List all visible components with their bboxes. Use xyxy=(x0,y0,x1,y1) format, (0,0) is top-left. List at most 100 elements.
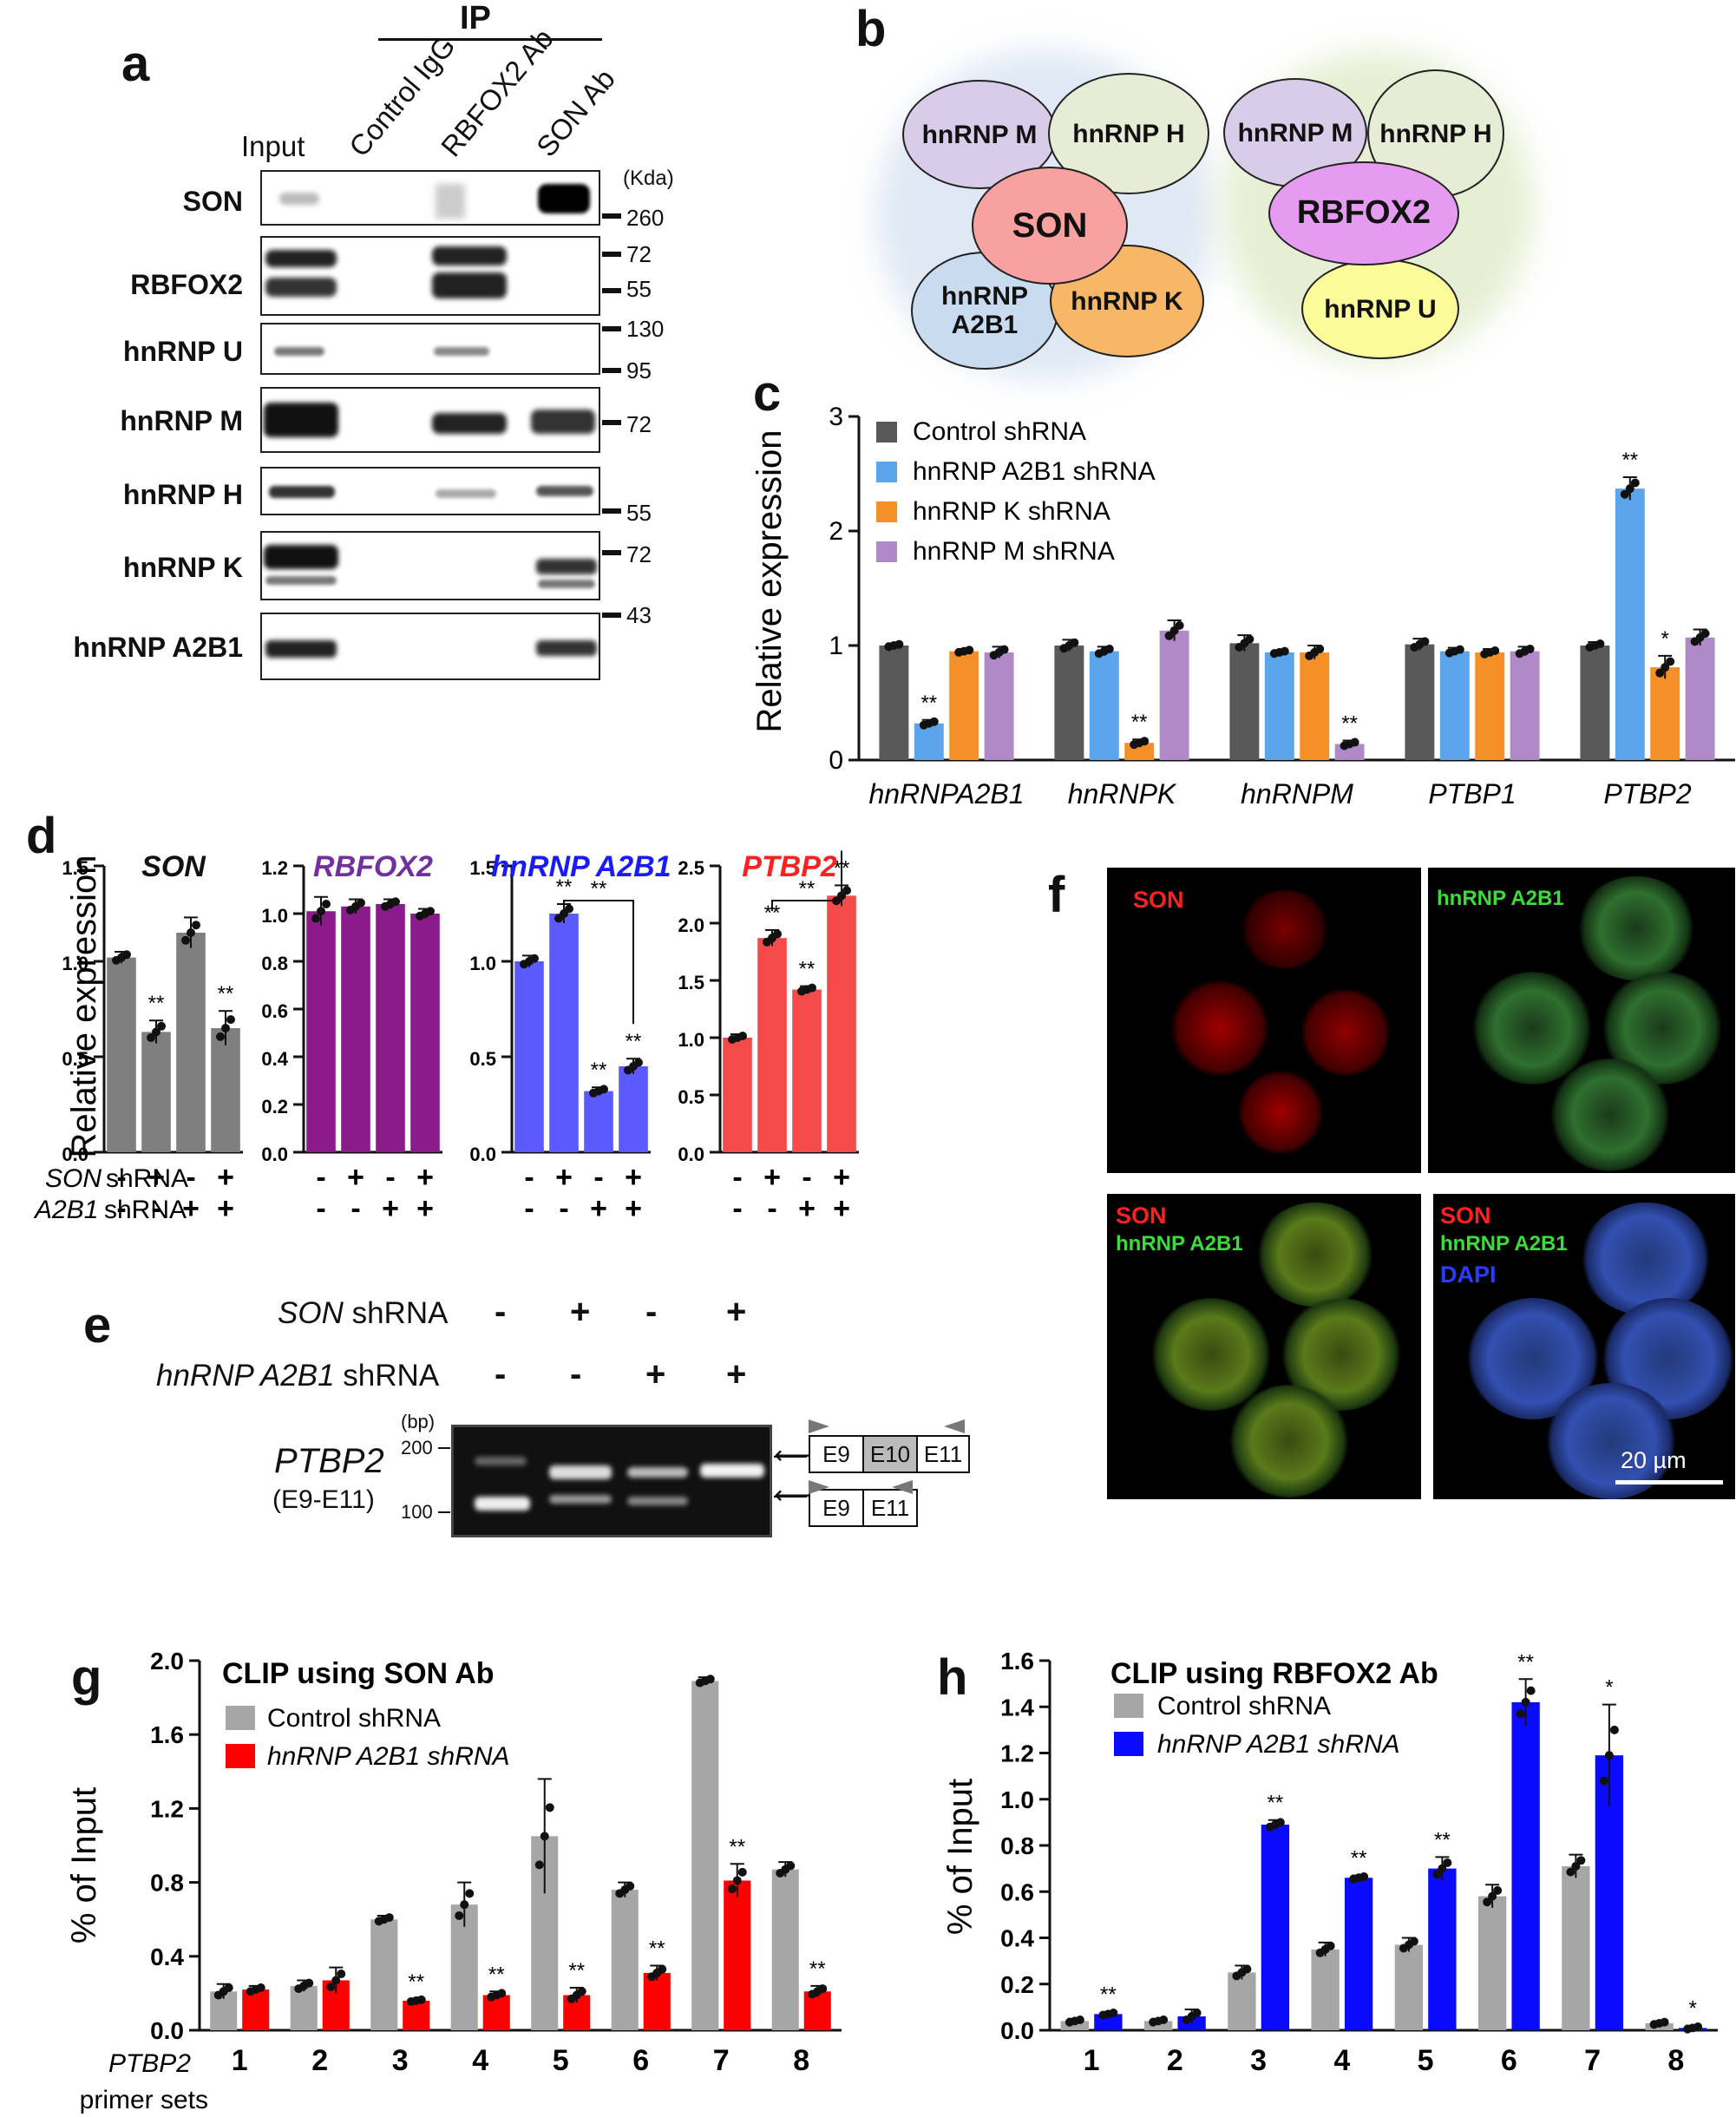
blot-label-hnrnp-a2b1: hnRNP A2B1 xyxy=(73,632,243,663)
panel-letter-a: a xyxy=(121,36,150,92)
micro-merge: SON hnRNP A2B1 xyxy=(1107,1194,1421,1499)
significance-bracket xyxy=(563,900,634,1025)
data-point xyxy=(256,1983,265,1993)
sign-mark: + xyxy=(625,1161,642,1194)
sign-mark: - xyxy=(524,1161,534,1194)
bar xyxy=(723,1038,752,1152)
kda-unit-label: (Kda) xyxy=(623,167,674,190)
y-tick-label: 0.4 xyxy=(150,1943,184,1970)
marker-hnrnp-u-130: 130 xyxy=(626,316,665,342)
sign-mark: - xyxy=(385,1161,395,1194)
data-point xyxy=(384,1913,394,1923)
y-tick-label: 0 xyxy=(829,746,843,775)
bar xyxy=(611,1890,639,2030)
y-tick-label: 0.4 xyxy=(261,1048,288,1070)
blot-rbfox2 xyxy=(260,236,600,316)
data-point xyxy=(738,1032,747,1041)
data-point xyxy=(999,645,1009,654)
bar xyxy=(141,1032,171,1152)
bar xyxy=(619,1066,648,1152)
x-tick-label: 2 xyxy=(1167,2044,1183,2077)
sign-mark: - xyxy=(559,1192,568,1225)
bar xyxy=(1159,630,1189,760)
sign-mark: + xyxy=(833,1161,850,1194)
chart-title: CLIP using SON Ab xyxy=(222,1657,495,1690)
e-a2b1-shrna-label: hnRNP A2B1 shRNA xyxy=(156,1359,440,1393)
sign-mark: + xyxy=(182,1192,200,1225)
x-tick-label: 6 xyxy=(632,2044,649,2077)
significance-mark: ** xyxy=(764,901,781,925)
bubble-rbfox2: RBFOX2 xyxy=(1268,161,1459,265)
x-tick-label: PTBP1 xyxy=(1428,778,1516,809)
y-tick-label: 0.8 xyxy=(261,953,288,974)
e-a2b1-sign: - xyxy=(570,1355,582,1393)
bar xyxy=(691,1681,719,2030)
y-tick-label: 2.0 xyxy=(150,1648,184,1675)
bracket-mark: ** xyxy=(799,877,816,901)
legend-swatch xyxy=(1114,1694,1143,1718)
y-tick-label: 1.6 xyxy=(150,1721,184,1748)
marker-hnrnp-m-72: 72 xyxy=(626,411,652,437)
bar xyxy=(984,652,1014,760)
bar xyxy=(914,723,944,760)
data-point xyxy=(322,900,331,908)
bar xyxy=(341,906,370,1152)
x-axis-label-rest: primer sets xyxy=(80,2086,208,2114)
blot-label-hnrnp-h: hnRNP H xyxy=(122,479,243,510)
sign-mark: + xyxy=(798,1192,816,1225)
data-point xyxy=(1526,1686,1536,1695)
data-point xyxy=(1571,1861,1581,1871)
y-tick-label: 0.8 xyxy=(150,1870,184,1897)
marker-hnrnp-h-55: 55 xyxy=(626,500,652,526)
y-tick-label: 0.0 xyxy=(1000,2017,1034,2044)
blot-label-hnrnp-u: hnRNP U xyxy=(122,336,243,367)
y-tick-label: 1.6 xyxy=(1000,1648,1034,1675)
bar xyxy=(771,1869,799,2030)
x-tick-label: 5 xyxy=(553,2044,569,2077)
data-point xyxy=(1315,644,1325,653)
y-tick-label: 0.0 xyxy=(150,2017,184,2044)
y-tick-label: 0.0 xyxy=(261,1144,288,1165)
bar xyxy=(1089,651,1119,760)
sign-mark: + xyxy=(147,1161,165,1194)
sign-mark: - xyxy=(593,1161,603,1194)
data-point xyxy=(1595,639,1605,649)
y-tick-label: 0.5 xyxy=(62,1048,88,1070)
bar xyxy=(290,1985,318,2030)
data-point xyxy=(1516,1709,1525,1719)
x-tick-label: 8 xyxy=(1667,2044,1684,2077)
bar xyxy=(549,914,579,1152)
data-point xyxy=(1609,1725,1619,1734)
legend-swatch xyxy=(876,501,897,522)
bar xyxy=(1428,1868,1457,2030)
data-point xyxy=(337,1970,346,1979)
blot-hnrnp-a2b1 xyxy=(260,613,600,680)
sign-mark: - xyxy=(116,1161,126,1194)
sign-mark: + xyxy=(217,1192,234,1225)
data-point xyxy=(192,921,200,930)
y-tick-label: 0.4 xyxy=(1000,1925,1034,1952)
row-label-a2b1-rest: shRNA xyxy=(104,1196,187,1224)
y-tick-label: 1.5 xyxy=(62,857,88,879)
data-point xyxy=(157,1021,166,1031)
sign-mark: - xyxy=(732,1192,742,1225)
bar xyxy=(1510,651,1540,760)
y-tick-label: 1.5 xyxy=(678,972,704,993)
sign-mark: - xyxy=(767,1192,776,1225)
sign-mark: + xyxy=(416,1192,434,1225)
e-arrow-short: ⟵ xyxy=(774,1481,812,1510)
e-son-sign: + xyxy=(570,1293,591,1331)
col-header-son-ab: SON Ab xyxy=(529,62,621,163)
blot-hnrnp-k xyxy=(260,531,600,600)
bubble-son: SON xyxy=(972,167,1128,285)
e-gene-sub: (E9-E11) xyxy=(272,1485,375,1514)
panel-letter-h: h xyxy=(937,1649,968,1706)
sign-mark: + xyxy=(555,1161,573,1194)
sign-mark: + xyxy=(763,1161,781,1194)
e-gene-label: PTBP2 xyxy=(274,1442,384,1480)
bar xyxy=(1511,1701,1540,2030)
bar xyxy=(827,895,856,1152)
y-tick-label: 2.5 xyxy=(678,857,704,879)
data-point xyxy=(1192,2009,1202,2018)
blot-hnrnp-h xyxy=(260,467,600,515)
